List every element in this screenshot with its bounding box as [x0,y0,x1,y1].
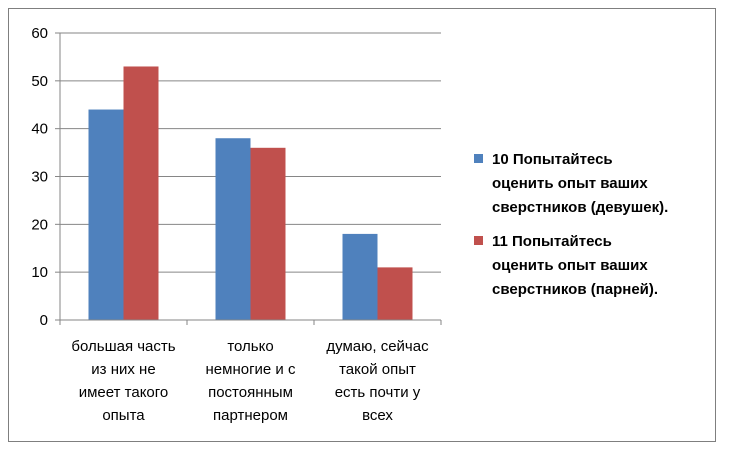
x-category-label-line: опыта [102,407,145,424]
x-category-label: большая часть из них не имеет такого опыта [71,338,175,424]
y-tick-label: 10 [31,264,48,281]
bar-series-2-2 [250,147,286,320]
y-tick-label: 0 [40,312,48,329]
legend-swatch-series-1 [474,154,483,163]
x-category-label-line: немногие и с [206,361,296,378]
x-category-label: только немногие и с постоянным партнером [206,338,296,424]
legend-item-series-1: 10 Попытайтесь оценить опыт ваших сверст… [474,148,714,220]
bar-series-2-1 [123,66,159,320]
x-category-label: думаю, сейчас такой опыт есть почти у всех [326,338,429,424]
legend-label-series-2: 11 Попытайтесь оценить опыт ваших сверст… [492,230,714,302]
bar-series-1-2 [215,138,251,320]
y-tick-label: 40 [31,121,48,138]
x-category-label-line: имеет такого [79,384,169,401]
x-category-label-line: есть почти у [335,384,421,401]
x-category-label-line: такой опыт [339,361,416,378]
y-tick-label: 30 [31,169,48,186]
x-category-label-line: только [227,338,273,355]
x-category-label-line: думаю, сейчас [326,338,429,355]
legend-label-line: сверстников (девушек). [492,199,669,216]
legend-label-line: оценить опыт ваших [492,175,648,192]
legend-label-line: 10 Попытайтесь [492,151,613,168]
bar-series-2-3 [377,267,413,320]
x-category-label-line: партнером [213,407,288,424]
y-tick-label: 60 [31,25,48,42]
x-category-label-line: всех [362,407,393,424]
y-tick-label: 50 [31,73,48,90]
x-category-label-line: большая часть [71,338,175,355]
x-category-label-line: из них не [91,361,155,378]
bar-series-1-3 [342,233,378,320]
legend-swatch-series-2 [474,236,483,245]
legend-item-series-2: 11 Попытайтесь оценить опыт ваших сверст… [474,230,714,302]
legend-label-line: сверстников (парней). [492,281,659,298]
legend-label-line: 11 Попытайтесь [492,233,612,250]
legend-label-series-1: 10 Попытайтесь оценить опыт ваших сверст… [492,148,714,220]
bar-series-1-1 [88,109,124,321]
legend-label-line: оценить опыт ваших [492,257,648,274]
legend: 10 Попытайтесь оценить опыт ваших сверст… [474,148,714,312]
x-category-label-line: постоянным [208,384,293,401]
y-tick-label: 20 [31,216,48,233]
